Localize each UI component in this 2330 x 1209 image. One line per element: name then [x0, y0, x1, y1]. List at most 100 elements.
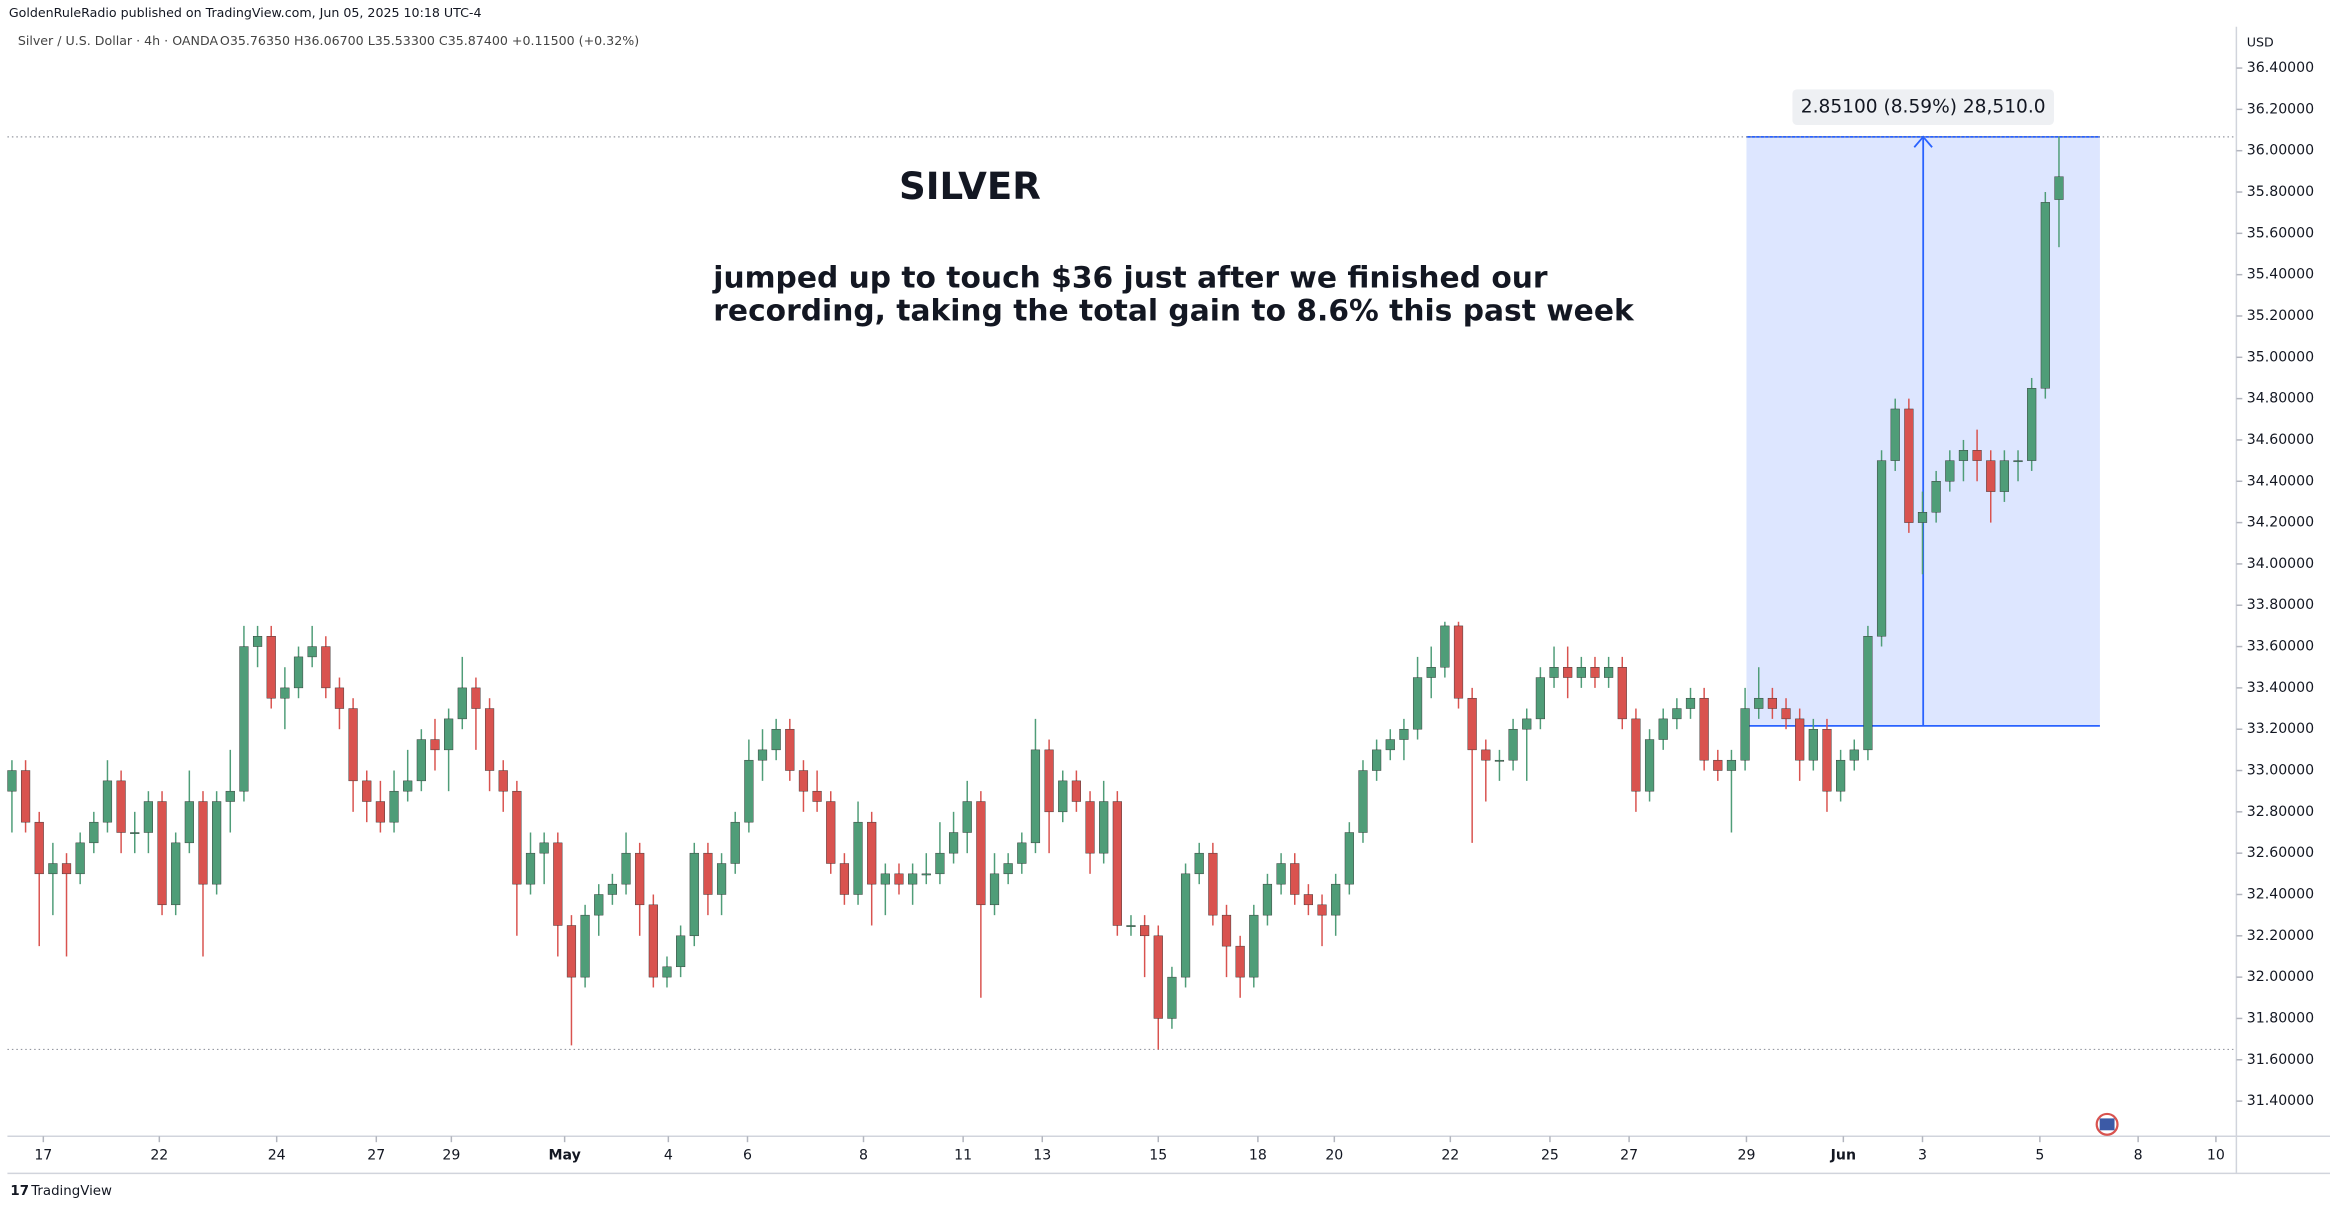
candle-body [962, 801, 972, 833]
candle [1412, 656, 1423, 740]
y-tick-label: 31.60000 [2247, 1052, 2314, 1068]
candle-body [1726, 759, 1737, 771]
candle [321, 636, 331, 699]
candle [239, 625, 249, 802]
candle [34, 811, 44, 947]
candle-body [1481, 749, 1491, 761]
candle [1003, 853, 1013, 885]
candle [171, 832, 181, 916]
candle [252, 625, 263, 668]
candle [1044, 739, 1054, 854]
candle-body [785, 728, 795, 771]
candle [1658, 708, 1668, 750]
candle-body [1740, 708, 1750, 761]
candle-body [1808, 728, 1818, 761]
candle-body [1180, 873, 1191, 978]
candle-body [403, 780, 413, 792]
x-tick-label: Jun [1830, 1148, 1856, 1164]
symbol: Silver / U.S. Dollar · 4h · OANDA [18, 33, 219, 48]
candle [143, 791, 153, 854]
y-tick-label: 32.20000 [2247, 928, 2314, 944]
candle-body [1276, 863, 1286, 885]
candle [75, 832, 85, 885]
candle [1617, 656, 1627, 730]
candle-body [512, 790, 522, 885]
candle-body [1658, 718, 1668, 740]
candle [2013, 450, 2023, 482]
y-tick-label: 32.80000 [2247, 804, 2314, 820]
candle [1931, 470, 1941, 523]
candle-body [662, 966, 672, 978]
y-tick-label: 33.80000 [2247, 597, 2314, 613]
candle [635, 842, 645, 936]
y-tick-label: 31.80000 [2247, 1010, 2314, 1026]
candle [1535, 667, 1545, 730]
candle [1303, 884, 1313, 916]
candle-body [1795, 718, 1805, 761]
x-tick-label: 4 [664, 1148, 673, 1164]
candle-body [1836, 759, 1846, 792]
y-tick-label: 34.20000 [2247, 515, 2314, 531]
candle [539, 832, 549, 885]
x-tick-label: 27 [1620, 1148, 1638, 1164]
candle-body [157, 801, 167, 906]
y-tick-label: 32.00000 [2247, 969, 2314, 985]
candle [1945, 450, 1955, 492]
candle [1863, 625, 1873, 761]
x-tick-label: 25 [1541, 1148, 1559, 1164]
x-tick-label: 27 [367, 1148, 385, 1164]
candle [1453, 621, 1464, 709]
candle-body [266, 636, 276, 699]
candle [1563, 646, 1573, 699]
candle [1344, 822, 1354, 895]
candle [266, 625, 276, 709]
candle [416, 729, 426, 792]
candle-body [34, 821, 44, 875]
published-line: GoldenRuleRadio published on TradingView… [9, 5, 482, 20]
candle-body [1781, 708, 1791, 720]
candle-body [1508, 728, 1518, 761]
candle [553, 832, 563, 957]
candle-body [225, 790, 235, 802]
candle-body [1931, 481, 1941, 513]
candle-body [880, 873, 890, 885]
y-tick-label: 35.80000 [2247, 184, 2314, 200]
candle-body [1754, 697, 1764, 709]
candle-body [1685, 697, 1696, 709]
candle-body [1467, 697, 1477, 751]
annotation-text: recording, taking the total gain to 8.6%… [713, 293, 1635, 328]
candle [716, 853, 727, 916]
x-tick-label: 29 [442, 1148, 460, 1164]
candle [771, 718, 781, 761]
candle-body [867, 821, 877, 885]
y-tick-label: 33.00000 [2247, 763, 2314, 779]
candle [1836, 749, 1846, 802]
candle [1917, 491, 1928, 575]
candle-body [1576, 666, 1586, 678]
x-tick-label: 10 [2207, 1148, 2225, 1164]
candle [798, 760, 809, 812]
candle [1249, 904, 1259, 988]
candle-body [1412, 677, 1423, 730]
candle-body [989, 873, 1000, 906]
candle-body [416, 739, 426, 782]
candle [1331, 873, 1341, 936]
candle-body [1617, 666, 1627, 720]
candle-body [1303, 894, 1313, 906]
candle [1904, 398, 1914, 533]
candle-body [143, 801, 153, 833]
candle [1208, 842, 1218, 926]
x-tick-label: 8 [2134, 1148, 2143, 1164]
candle-body [689, 852, 699, 937]
candle [1140, 915, 1150, 978]
candle-body [116, 780, 126, 833]
candle-body [676, 935, 686, 968]
candle [1235, 935, 1245, 998]
candle [1890, 398, 1900, 471]
candle-body [1317, 904, 1327, 916]
candle-body [198, 801, 208, 885]
candle [375, 780, 385, 833]
candle [1194, 842, 1204, 885]
candle [976, 791, 986, 998]
